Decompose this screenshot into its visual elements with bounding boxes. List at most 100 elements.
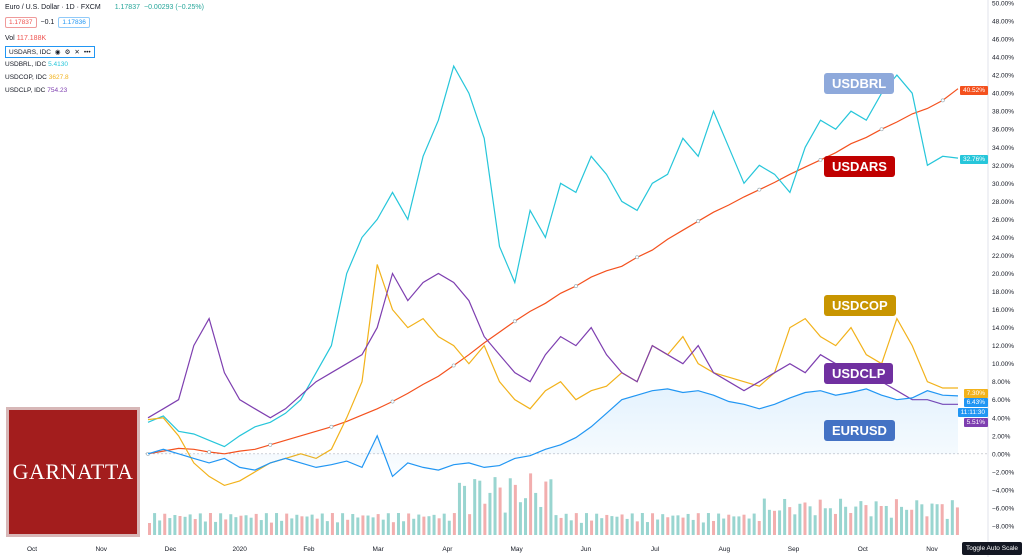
price-tag-usdcop: 7.30%	[963, 389, 988, 398]
last-price: 1.17837	[114, 4, 140, 11]
data-point	[696, 219, 701, 224]
indicator-usdbrl[interactable]: USDBRL, IDC 5.4130	[5, 61, 68, 68]
y-tick-label: −8.00%	[992, 523, 1014, 530]
data-point	[268, 442, 273, 447]
volume-bar	[798, 503, 802, 535]
y-tick-label: 42.00%	[992, 73, 1014, 80]
volume-bar	[884, 505, 888, 535]
toggle-auto-scale-button[interactable]: Toggle Auto Scale	[961, 542, 1022, 555]
volume-bar	[219, 513, 223, 535]
quote-row: 1.17837 −0.1 1.17836	[5, 17, 90, 28]
series-line-usdars[interactable]	[147, 88, 959, 455]
series-line-usdclp[interactable]	[147, 271, 958, 419]
volume-bar	[574, 513, 578, 535]
volume-bar	[549, 479, 553, 535]
indicator-name: USDARS, IDC	[9, 48, 51, 56]
x-tick-label: Jul	[651, 546, 660, 553]
volume-bar	[869, 516, 873, 535]
volume-bar	[295, 514, 299, 535]
volume-bar	[559, 517, 563, 535]
y-tick-label: −4.00%	[992, 487, 1014, 494]
volume-bar	[645, 522, 649, 535]
y-tick-label: 46.00%	[992, 37, 1014, 44]
volume-bar	[432, 514, 436, 535]
volume-bar	[366, 515, 370, 535]
volume-bar	[386, 513, 390, 535]
y-tick-label: 14.00%	[992, 325, 1014, 332]
x-tick-label: May	[510, 546, 523, 553]
volume-bar	[772, 510, 776, 535]
volume-bar	[483, 503, 487, 535]
sell-button[interactable]: 1.17837	[5, 17, 37, 28]
volume-bar	[935, 504, 939, 535]
x-axis: Oct Nov Dec 2020 Feb Mar Apr May Jun Jul Aug Sep Oct…	[27, 546, 939, 553]
volume-bar	[666, 517, 670, 535]
x-tick-label: Feb	[303, 546, 315, 553]
volume-bar	[437, 518, 441, 535]
volume-bar	[493, 477, 497, 535]
x-tick-label: Aug	[719, 546, 731, 553]
y-tick-label: 44.00%	[992, 55, 1014, 62]
volume-bar	[584, 513, 588, 535]
buy-button[interactable]: 1.17836	[58, 17, 90, 28]
volume-bar	[879, 506, 883, 535]
series-line-usdbrl[interactable]	[147, 64, 959, 448]
volume-legend: Vol 117.188K	[5, 35, 46, 42]
price-tag-usdbrl: 32.76%	[959, 155, 988, 164]
y-tick-label: 0.00%	[992, 451, 1011, 458]
volume-bar	[417, 514, 421, 535]
data-point	[818, 157, 823, 162]
x-tick-label: Oct	[858, 546, 868, 553]
close-icon[interactable]: ✕	[74, 49, 80, 56]
volume-bar	[757, 520, 761, 535]
volume-label: Vol	[5, 35, 15, 42]
volume-bar	[457, 482, 461, 535]
volume-bar	[752, 513, 756, 535]
indicator-usdcop[interactable]: USDCOP, IDC 3627.8	[5, 74, 69, 81]
volume-bar	[737, 516, 741, 535]
volume-bar	[620, 514, 624, 535]
volume-bar	[595, 513, 599, 535]
volume-bar	[422, 516, 426, 535]
volume-bar	[955, 507, 959, 535]
symbol-title[interactable]: Euro / U.S. Dollar · 1D · FXCM	[5, 4, 101, 11]
volume-bar	[407, 513, 411, 535]
data-point	[329, 424, 334, 429]
x-tick-label: Apr	[442, 546, 453, 553]
volume-bar	[569, 520, 573, 535]
y-tick-label: 48.00%	[992, 19, 1014, 26]
volume-bar	[300, 516, 304, 535]
volume-bar	[290, 518, 294, 535]
volume-bar	[686, 513, 690, 535]
volume-bar	[325, 521, 329, 535]
volume-bar	[823, 508, 827, 535]
series-line-eurusd[interactable]	[147, 388, 959, 478]
volume-bar	[234, 517, 238, 535]
settings-icon[interactable]: ⚙	[64, 49, 71, 56]
volume-bar	[183, 516, 187, 535]
volume-value: 117.188K	[16, 35, 47, 42]
volume-bar	[508, 478, 512, 535]
more-icon[interactable]: •••	[83, 48, 91, 56]
price-change: −0.00293 (−0.25%)	[144, 4, 204, 11]
y-tick-label: 10.00%	[992, 361, 1014, 368]
y-tick-label: 8.00%	[992, 379, 1011, 386]
y-tick-label: 34.00%	[992, 145, 1014, 152]
eye-icon[interactable]: ◉	[54, 49, 61, 56]
y-tick-label: −2.00%	[992, 469, 1014, 476]
indicator-usdclp[interactable]: USDCLP, IDC 754.23	[5, 87, 67, 94]
indicator-usdars[interactable]: USDARS, IDC ◉ ⚙ ✕ •••	[5, 46, 95, 58]
volume-bar	[193, 519, 197, 535]
volume-bar	[524, 498, 528, 535]
price-tag-eurusd: 6.43%	[963, 398, 988, 407]
price-tag-usdclp: 5.51%	[963, 418, 988, 427]
volume-bar	[310, 514, 314, 535]
y-tick-label: 16.00%	[992, 307, 1014, 314]
volume-bar	[539, 506, 543, 535]
volume-bar	[315, 518, 319, 535]
y-tick-label: 4.00%	[992, 415, 1011, 422]
volume-bar	[447, 520, 451, 535]
volume-bar	[208, 513, 212, 535]
y-tick-label: 40.00%	[992, 91, 1014, 98]
